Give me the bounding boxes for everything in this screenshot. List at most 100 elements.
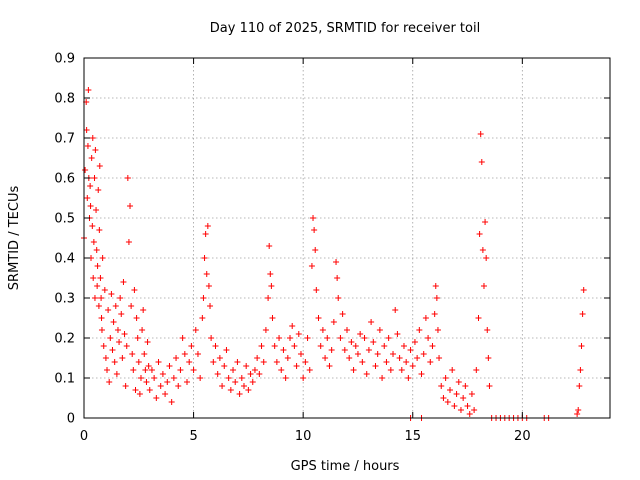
data-point [90, 239, 97, 245]
point-marker [319, 327, 326, 333]
data-point [164, 379, 171, 385]
point-marker [199, 315, 206, 321]
data-point [111, 359, 118, 365]
point-marker [312, 247, 319, 253]
data-point [94, 283, 101, 289]
point-marker [317, 343, 324, 349]
data-point [100, 343, 107, 349]
data-point [280, 347, 287, 353]
point-marker [96, 227, 103, 233]
point-marker [186, 359, 193, 365]
point-marker [276, 335, 283, 341]
data-point [302, 359, 309, 365]
point-marker [457, 407, 464, 413]
data-point [168, 399, 175, 405]
point-marker [575, 407, 582, 413]
point-marker [177, 367, 184, 373]
data-point [269, 315, 276, 321]
point-marker [113, 371, 120, 377]
point-marker [247, 371, 254, 377]
data-point [142, 367, 149, 373]
point-marker [102, 355, 109, 361]
point-marker [268, 283, 275, 289]
data-point [383, 359, 390, 365]
data-point [365, 347, 372, 353]
point-marker [482, 219, 489, 225]
point-marker [436, 355, 443, 361]
point-marker [120, 279, 127, 285]
data-point [400, 343, 407, 349]
point-marker [429, 343, 436, 349]
data-point [87, 183, 94, 189]
data-point [181, 351, 188, 357]
point-marker [271, 343, 278, 349]
point-marker [265, 295, 272, 301]
gridlines [84, 58, 610, 418]
point-marker [94, 283, 101, 289]
point-marker [132, 387, 139, 393]
data-point [85, 87, 92, 93]
point-marker [89, 223, 96, 229]
point-marker [84, 195, 91, 201]
point-marker [330, 319, 337, 325]
data-point [119, 355, 126, 361]
point-marker [137, 375, 144, 381]
point-marker [96, 163, 103, 169]
data-point [117, 295, 124, 301]
point-marker [578, 343, 585, 349]
point-marker [447, 387, 454, 393]
point-marker [129, 351, 136, 357]
data-point [273, 359, 280, 365]
point-marker [363, 371, 370, 377]
data-point [96, 227, 103, 233]
data-point [216, 355, 223, 361]
data-point [170, 375, 177, 381]
point-marker [282, 375, 289, 381]
data-point [234, 359, 241, 365]
point-marker [105, 307, 112, 313]
data-point [433, 295, 440, 301]
point-marker [258, 343, 265, 349]
x-axis-label: GPS time / hours [291, 459, 400, 474]
data-point [109, 347, 116, 353]
data-point [202, 231, 209, 237]
point-marker [577, 367, 584, 373]
data-point [153, 395, 160, 401]
data-point [357, 331, 364, 337]
data-point [485, 355, 492, 361]
y-tick-label: 0 [67, 412, 75, 427]
data-point [267, 271, 274, 277]
data-point [289, 323, 296, 329]
point-marker [291, 343, 298, 349]
point-marker [145, 363, 152, 369]
point-marker [133, 315, 140, 321]
data-point [92, 147, 99, 153]
point-marker [119, 355, 126, 361]
data-point [110, 319, 117, 325]
point-marker [385, 335, 392, 341]
point-marker [251, 367, 258, 373]
point-marker [93, 247, 100, 253]
data-point [457, 407, 464, 413]
data-point [90, 275, 97, 281]
point-marker [440, 395, 447, 401]
point-marker [475, 315, 482, 321]
data-point [330, 319, 337, 325]
point-marker [91, 295, 98, 301]
data-point [199, 315, 206, 321]
data-point [574, 411, 581, 417]
point-marker [405, 375, 412, 381]
data-point [304, 335, 311, 341]
point-marker [207, 303, 214, 309]
data-point [334, 275, 341, 281]
point-marker [227, 387, 234, 393]
point-marker [387, 367, 394, 373]
data-point [134, 335, 141, 341]
point-marker [339, 311, 346, 317]
point-marker [280, 347, 287, 353]
data-point [464, 403, 471, 409]
point-marker [313, 287, 320, 293]
data-point [221, 363, 228, 369]
data-point [313, 287, 320, 293]
data-point [453, 391, 460, 397]
